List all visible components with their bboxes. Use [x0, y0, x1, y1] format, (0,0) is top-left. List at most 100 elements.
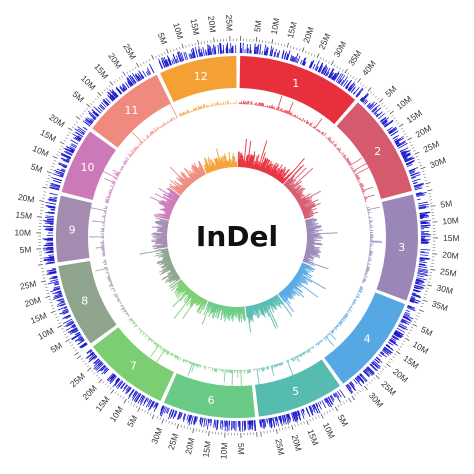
density-mark: [179, 51, 183, 62]
inner-hist-bar: [279, 169, 289, 182]
outer-hist-bar: [106, 276, 111, 279]
density-mark: [308, 406, 314, 416]
major-tick: [430, 205, 436, 207]
inner-hist-bar: [226, 160, 229, 168]
density-mark: [45, 204, 56, 208]
outer-hist-bar: [333, 143, 335, 146]
inner-hist-bar: [170, 268, 175, 272]
outer-hist-bar: [110, 282, 113, 285]
inner-hist-bar: [273, 296, 277, 301]
density-mark: [48, 255, 55, 258]
density-mark: [332, 393, 336, 398]
density-mark: [418, 265, 428, 269]
minor-tick: [80, 357, 84, 360]
minor-tick: [45, 286, 48, 288]
inner-hist-bar: [302, 209, 311, 214]
density-mark: [214, 45, 217, 55]
minor-tick: [170, 49, 172, 53]
inner-hist-bar: [286, 285, 292, 291]
density-mark: [416, 194, 426, 197]
inner-hist-bar: [151, 240, 168, 243]
density-mark: [283, 414, 287, 425]
inner-hist-bar: [245, 306, 249, 319]
outer-hist-bar: [363, 277, 366, 280]
minor-tick: [74, 349, 77, 352]
outer-hist-bar: [332, 328, 335, 331]
tick-label: 15M: [401, 353, 420, 371]
outer-hist-bar: [256, 368, 260, 386]
minor-tick: [305, 50, 307, 54]
outer-hist-bar: [356, 295, 360, 299]
density-mark: [297, 55, 301, 64]
density-mark: [47, 219, 54, 221]
density-mark: [404, 156, 414, 162]
outer-hist-bar: [345, 158, 349, 162]
inner-hist-bar: [306, 224, 314, 227]
outer-hist-bar: [354, 298, 357, 300]
density-mark: [395, 141, 400, 145]
density-mark: [48, 198, 57, 201]
inner-hist-bar: [306, 229, 317, 232]
density-mark: [45, 212, 55, 215]
density-mark: [256, 45, 259, 55]
inner-hist-bar: [163, 224, 168, 227]
density-mark: [146, 398, 150, 402]
outer-hist-bar: [113, 177, 118, 180]
inner-hist-bar: [261, 302, 267, 314]
outer-hist-bar: [296, 115, 299, 119]
minor-tick: [424, 293, 428, 295]
tick-label: 35M: [430, 298, 449, 313]
outer-hist-bar: [318, 341, 321, 343]
minor-tick: [64, 333, 67, 336]
major-tick: [286, 42, 289, 48]
density-mark: [360, 373, 368, 382]
density-mark: [199, 417, 202, 423]
inner-hist-bar: [156, 258, 171, 264]
density-mark: [383, 122, 388, 127]
inner-hist-bar: [167, 269, 176, 275]
chromosome-label-1: 1: [292, 77, 299, 90]
inner-hist-bar: [210, 159, 215, 171]
inner-hist-bar: [302, 260, 315, 266]
outer-hist-bar: [121, 167, 124, 169]
outer-hist-bar: [351, 167, 355, 170]
inner-hist-bar: [156, 230, 168, 233]
density-mark: [404, 157, 412, 162]
density-mark: [374, 112, 378, 116]
inner-hist-bar: [239, 153, 241, 168]
outer-hist-bar: [307, 349, 309, 352]
density-mark: [333, 393, 337, 398]
inner-hist-bar: [170, 267, 175, 271]
density-mark: [206, 51, 208, 56]
inner-hist-bar: [155, 241, 168, 244]
density-mark: [54, 294, 63, 298]
outer-hist-bar: [104, 263, 107, 266]
density-mark: [359, 373, 363, 377]
inner-hist-bar: [304, 252, 311, 255]
inner-hist-bar: [168, 272, 178, 279]
minor-tick: [285, 426, 287, 430]
tick-label: 25M: [422, 139, 441, 155]
tick-label: 20M: [442, 250, 459, 261]
outer-hist-bar: [298, 117, 300, 120]
minor-tick: [417, 312, 421, 314]
inner-hist-bar: [153, 215, 170, 221]
outer-hist-bar: [131, 131, 144, 144]
inner-hist-bar: [189, 294, 198, 305]
outer-hist-bar: [113, 184, 115, 186]
density-mark: [417, 201, 429, 205]
minor-tick: [359, 389, 362, 393]
inner-hist-bar: [191, 164, 201, 178]
outer-hist-bar: [334, 144, 337, 148]
density-mark: [395, 330, 404, 336]
inner-hist-bar: [156, 229, 168, 232]
density-mark: [66, 145, 75, 151]
inner-hist-bar: [265, 163, 272, 174]
minor-tick: [406, 335, 409, 337]
minor-tick: [397, 348, 401, 351]
inner-hist-bar: [180, 171, 192, 185]
inner-hist-bar: [230, 158, 233, 168]
inner-hist-bar: [168, 275, 180, 284]
inner-hist-bar: [294, 191, 302, 198]
density-mark: [403, 157, 408, 161]
